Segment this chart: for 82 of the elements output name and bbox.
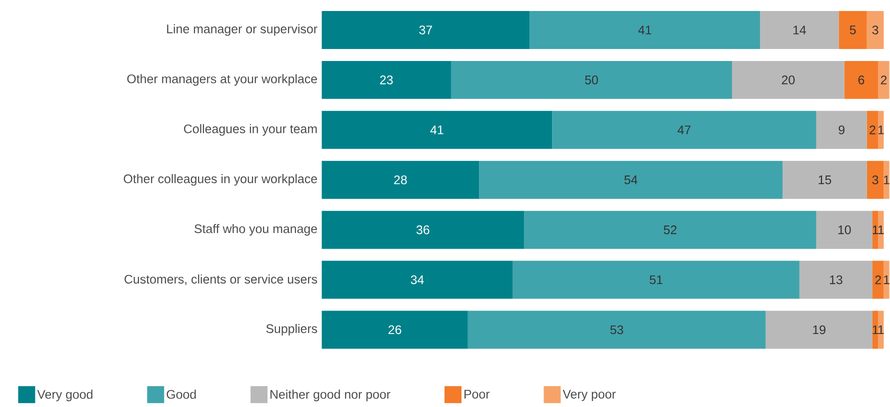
legend-label: Neither good nor poor <box>270 390 390 402</box>
data-label: 15 <box>818 176 832 184</box>
bar <box>552 111 816 150</box>
bar <box>512 260 800 299</box>
data-label: 52 <box>664 226 676 234</box>
bar <box>816 211 872 249</box>
legend-label: Poor <box>464 390 490 399</box>
data-label: 5 <box>850 26 856 34</box>
y-tick-label: Staff who you manage <box>194 224 318 236</box>
data-label: 28 <box>394 176 407 184</box>
legend-label: Very poor <box>562 390 616 402</box>
bar <box>468 310 766 349</box>
bar <box>322 111 552 150</box>
y-tick-label: Colleagues in your team <box>184 124 317 136</box>
data-label: 1 <box>878 126 884 134</box>
bar <box>878 310 884 349</box>
y-tick-label: Line manager or supervisor <box>167 24 318 36</box>
bar <box>451 61 732 100</box>
legend-label: Very good <box>37 390 92 402</box>
bar <box>732 61 844 100</box>
bar <box>866 161 884 200</box>
bar <box>872 310 878 349</box>
data-label: 1 <box>872 226 878 234</box>
data-label: 13 <box>830 276 842 284</box>
bar <box>322 310 468 349</box>
data-label: 53 <box>610 326 624 334</box>
bar <box>844 61 878 100</box>
bar <box>782 161 867 200</box>
data-label: 37 <box>419 26 432 35</box>
data-label: 2 <box>880 76 887 84</box>
y-tick-label: Suppliers <box>266 324 318 336</box>
bar <box>884 260 890 299</box>
data-label: 50 <box>585 76 598 84</box>
data-label: 54 <box>624 176 638 184</box>
data-label: 3 <box>872 176 878 184</box>
bar <box>799 260 872 299</box>
bar <box>866 11 884 50</box>
bar <box>878 211 884 249</box>
bar <box>766 310 872 349</box>
bar <box>479 161 783 200</box>
data-label: 26 <box>388 326 402 334</box>
data-label: 6 <box>858 76 864 84</box>
data-label: 41 <box>638 26 652 34</box>
data-label: 2 <box>870 126 876 134</box>
data-label: 20 <box>782 76 795 84</box>
data-label: 36 <box>416 226 430 234</box>
data-label: 47 <box>678 126 691 134</box>
data-label: 3 <box>872 26 878 35</box>
bar <box>878 61 890 100</box>
legend-label: Good <box>166 390 196 399</box>
data-label: 14 <box>793 26 806 34</box>
data-label: 2 <box>875 276 881 284</box>
data-label: 1 <box>878 226 884 234</box>
bar <box>838 11 867 50</box>
bar <box>872 211 878 249</box>
bar <box>322 11 530 50</box>
data-label: 1 <box>884 276 890 284</box>
bar <box>884 161 890 200</box>
bar <box>878 111 884 150</box>
data-label: 23 <box>380 76 393 84</box>
bar <box>322 211 524 249</box>
bar <box>524 211 816 249</box>
data-label: 10 <box>838 226 851 234</box>
bar <box>760 11 839 50</box>
data-label: 1 <box>872 326 878 334</box>
data-label: 41 <box>430 126 444 134</box>
bar <box>322 161 480 200</box>
y-tick-label: Other managers at your workplace <box>127 74 317 86</box>
data-label: 51 <box>650 276 662 284</box>
data-label: 1 <box>878 326 884 334</box>
y-tick-label: Customers, clients or service users <box>124 274 318 286</box>
bar <box>322 61 452 100</box>
bar <box>816 111 867 150</box>
data-label: 1 <box>884 176 890 184</box>
data-label: 9 <box>838 126 844 134</box>
data-label: 19 <box>813 326 826 334</box>
bar <box>872 260 884 299</box>
data-label: 34 <box>410 276 424 284</box>
bar <box>530 11 760 50</box>
bar <box>322 260 513 299</box>
y-tick-label: Other colleagues in your workplace <box>124 174 317 186</box>
bar <box>866 111 878 150</box>
